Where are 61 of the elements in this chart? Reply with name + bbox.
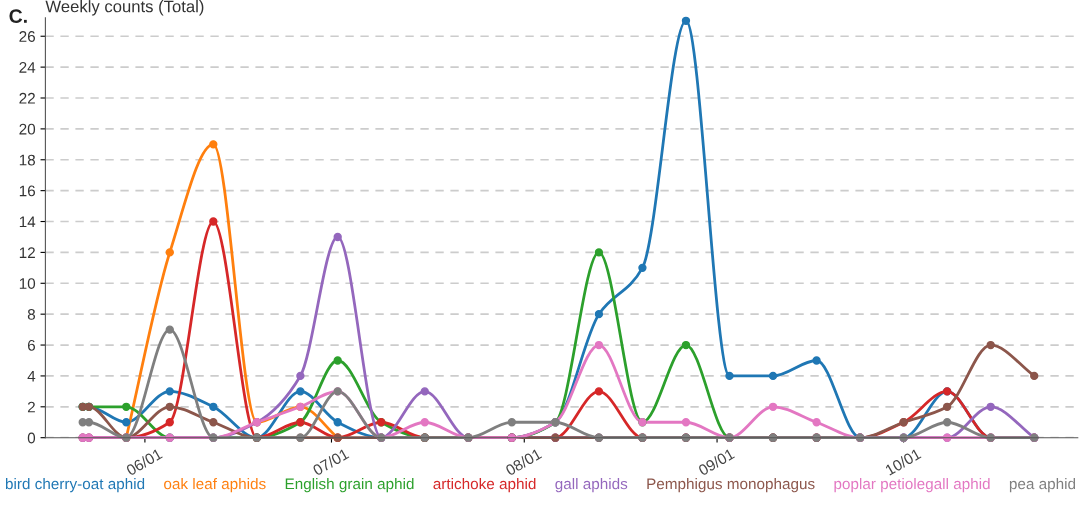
y-tick-label: 18	[19, 154, 36, 166]
y-tick-label: 20	[19, 123, 36, 135]
point	[209, 418, 218, 427]
point	[165, 418, 174, 427]
y-tick-label: 4	[27, 370, 36, 382]
point	[594, 387, 604, 396]
point	[986, 402, 995, 411]
point	[296, 371, 305, 381]
y-tick-label: 2	[27, 401, 35, 413]
point	[122, 418, 131, 427]
y-tick-label: 10	[19, 278, 36, 289]
point	[333, 356, 342, 365]
point	[165, 402, 174, 411]
text: pea aphid	[1009, 478, 1076, 493]
y-tick-label: 26	[19, 31, 36, 42]
point	[333, 418, 342, 427]
text: bird cherry-oat aphid	[5, 478, 145, 493]
point	[638, 263, 647, 273]
text: oak leaf aphids	[164, 478, 266, 493]
point	[942, 402, 952, 411]
point	[681, 340, 691, 350]
y-tick-label: 22	[19, 92, 35, 104]
point	[165, 325, 174, 334]
point	[209, 402, 218, 411]
point	[594, 309, 604, 319]
point	[594, 340, 604, 350]
text: Pemphigus monophagus	[647, 478, 815, 493]
y-tick-label: 24	[19, 61, 36, 73]
point	[333, 232, 342, 242]
text: gall aphids	[555, 478, 628, 493]
point	[725, 371, 734, 381]
point	[681, 418, 691, 427]
y-tick-label: 8	[27, 309, 36, 320]
y-tick-label: 0	[27, 432, 36, 444]
text: C.	[9, 9, 27, 23]
point	[165, 248, 174, 257]
point	[165, 387, 174, 396]
point	[296, 387, 305, 396]
y-tick-label: 16	[19, 185, 36, 197]
point	[507, 418, 516, 427]
point	[768, 402, 778, 411]
y-tick-label: 12	[19, 247, 35, 258]
point	[681, 16, 691, 25]
point	[1030, 371, 1039, 381]
point	[812, 356, 821, 365]
point	[122, 402, 131, 411]
text: English grain aphid	[285, 478, 414, 493]
point	[420, 418, 429, 427]
point	[209, 140, 218, 149]
point	[594, 248, 604, 257]
text: artichoke aphid	[433, 478, 536, 493]
point	[942, 418, 952, 427]
point	[812, 418, 821, 427]
y-tick-label: 14	[19, 216, 36, 228]
chart-title: Weekly counts (Total)	[45, 0, 204, 16]
point	[209, 217, 218, 226]
point	[986, 340, 995, 350]
point	[768, 371, 778, 381]
y-tick-label: 6	[27, 339, 36, 351]
text: poplar petiolegall aphid	[834, 478, 990, 493]
point	[420, 387, 429, 396]
